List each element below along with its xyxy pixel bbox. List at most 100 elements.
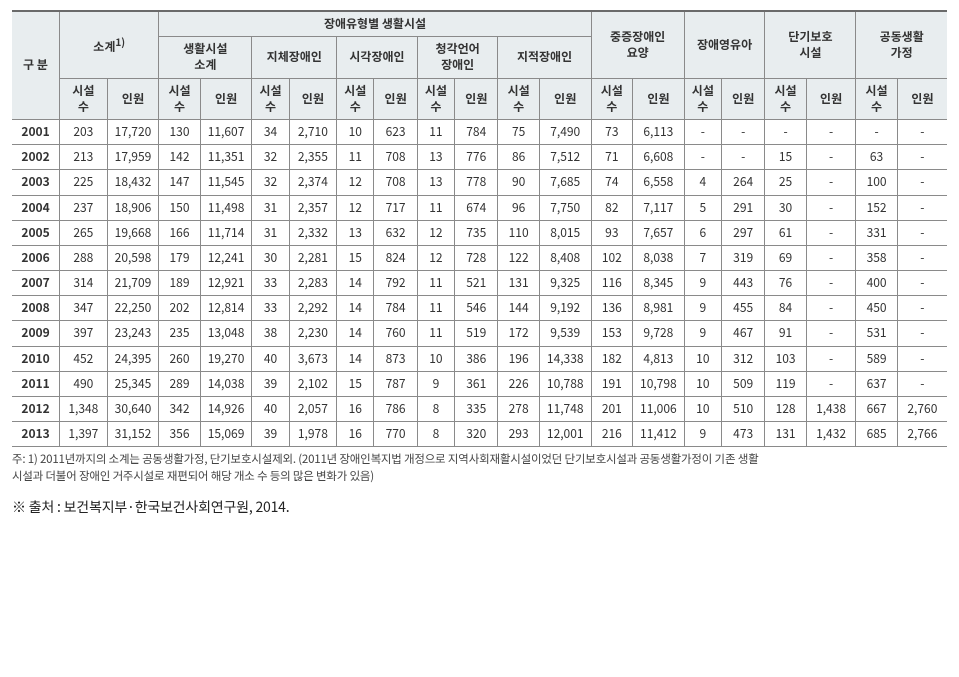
data-cell: 11 [417,271,454,296]
data-cell: 19,270 [200,346,252,371]
data-cell: - [897,119,947,144]
data-cell: - [684,145,721,170]
data-cell: 8,408 [539,245,591,270]
data-cell: 2,332 [289,220,337,245]
data-cell: 531 [856,321,897,346]
data-cell: 11 [417,119,454,144]
data-cell: 14 [337,346,374,371]
data-cell: 1,978 [289,422,337,447]
table-row: 200322518,43214711,545322,37412708137789… [12,170,947,195]
data-cell: 39 [252,371,289,396]
data-cell: - [897,170,947,195]
data-cell: - [806,371,856,396]
table-row: 200834722,25020212,814332,29214784115461… [12,296,947,321]
data-cell: 728 [455,245,498,270]
data-cell: 9 [684,296,721,321]
data-cell: - [806,145,856,170]
data-cell: 12,814 [200,296,252,321]
data-cell: 12 [337,170,374,195]
data-cell: 237 [60,195,108,220]
data-cell: 770 [374,422,417,447]
data-cell: 166 [159,220,200,245]
data-cell: 873 [374,346,417,371]
data-cell: 96 [498,195,539,220]
data-cell: 136 [591,296,632,321]
data-cell: 7 [684,245,721,270]
data-cell: 226 [498,371,539,396]
data-cell: 23,243 [107,321,159,346]
data-cell: 450 [856,296,897,321]
data-cell: 14,338 [539,346,591,371]
data-cell: 15 [337,371,374,396]
data-cell: 153 [591,321,632,346]
data-cell: 358 [856,245,897,270]
colgroup-by-type: 장애유형별 생활시설 [159,11,591,37]
data-cell: 30 [252,245,289,270]
data-cell: 2,292 [289,296,337,321]
data-cell: 455 [721,296,764,321]
data-cell: 2,057 [289,397,337,422]
data-cell: 39 [252,422,289,447]
data-cell: 708 [374,170,417,195]
data-cell: 31 [252,220,289,245]
data-cell: 7,685 [539,170,591,195]
data-cell: - [856,119,897,144]
data-cell: - [721,119,764,144]
data-cell: 17,959 [107,145,159,170]
col-living-sub: 생활시설소계 [159,37,252,78]
data-cell: 17,720 [107,119,159,144]
data-cell: 31 [252,195,289,220]
data-cell: 314 [60,271,108,296]
data-cell: 40 [252,346,289,371]
data-cell: 10 [417,346,454,371]
data-cell: 144 [498,296,539,321]
data-cell: 2,374 [289,170,337,195]
col-group: 공동생활가정 [856,11,947,78]
data-cell: 225 [60,170,108,195]
data-cell: - [684,119,721,144]
data-cell: 6,113 [633,119,685,144]
data-cell: 122 [498,245,539,270]
data-cell: 86 [498,145,539,170]
data-cell: 260 [159,346,200,371]
data-cell: 7,490 [539,119,591,144]
data-cell: 71 [591,145,632,170]
data-cell: 12 [417,220,454,245]
col-sogye: 소계1) [60,11,159,78]
data-cell: 8,038 [633,245,685,270]
data-cell: 11 [417,321,454,346]
data-cell: 21,709 [107,271,159,296]
data-cell: 13,048 [200,321,252,346]
data-cell: 15,069 [200,422,252,447]
year-cell: 2013 [12,422,60,447]
data-cell: 147 [159,170,200,195]
col-gubun: 구 분 [12,11,60,119]
sub-fac: 시설수 [765,78,806,119]
col-visual: 시각장애인 [337,37,418,78]
data-cell: - [897,245,947,270]
data-cell: 130 [159,119,200,144]
sub-ppl: 인원 [721,78,764,119]
sub-ppl: 인원 [289,78,337,119]
data-cell: 16 [337,397,374,422]
data-cell: 13 [417,170,454,195]
data-cell: 131 [765,422,806,447]
data-cell: 14,926 [200,397,252,422]
data-cell: 335 [455,397,498,422]
data-cell: 30 [765,195,806,220]
data-cell: 443 [721,271,764,296]
data-cell: 103 [765,346,806,371]
table-row: 200221317,95914211,351322,35511708137768… [12,145,947,170]
table-row: 200526519,66816611,714312,33213632127351… [12,220,947,245]
data-cell: 74 [591,170,632,195]
data-cell: - [806,346,856,371]
data-cell: 786 [374,397,417,422]
col-intellect: 지적장애인 [498,37,591,78]
data-cell: 33 [252,271,289,296]
data-cell: 778 [455,170,498,195]
sub-fac: 시설수 [684,78,721,119]
col-hearing: 청각언어장애인 [417,37,498,78]
data-cell: 490 [60,371,108,396]
year-cell: 2009 [12,321,60,346]
data-cell: 116 [591,271,632,296]
